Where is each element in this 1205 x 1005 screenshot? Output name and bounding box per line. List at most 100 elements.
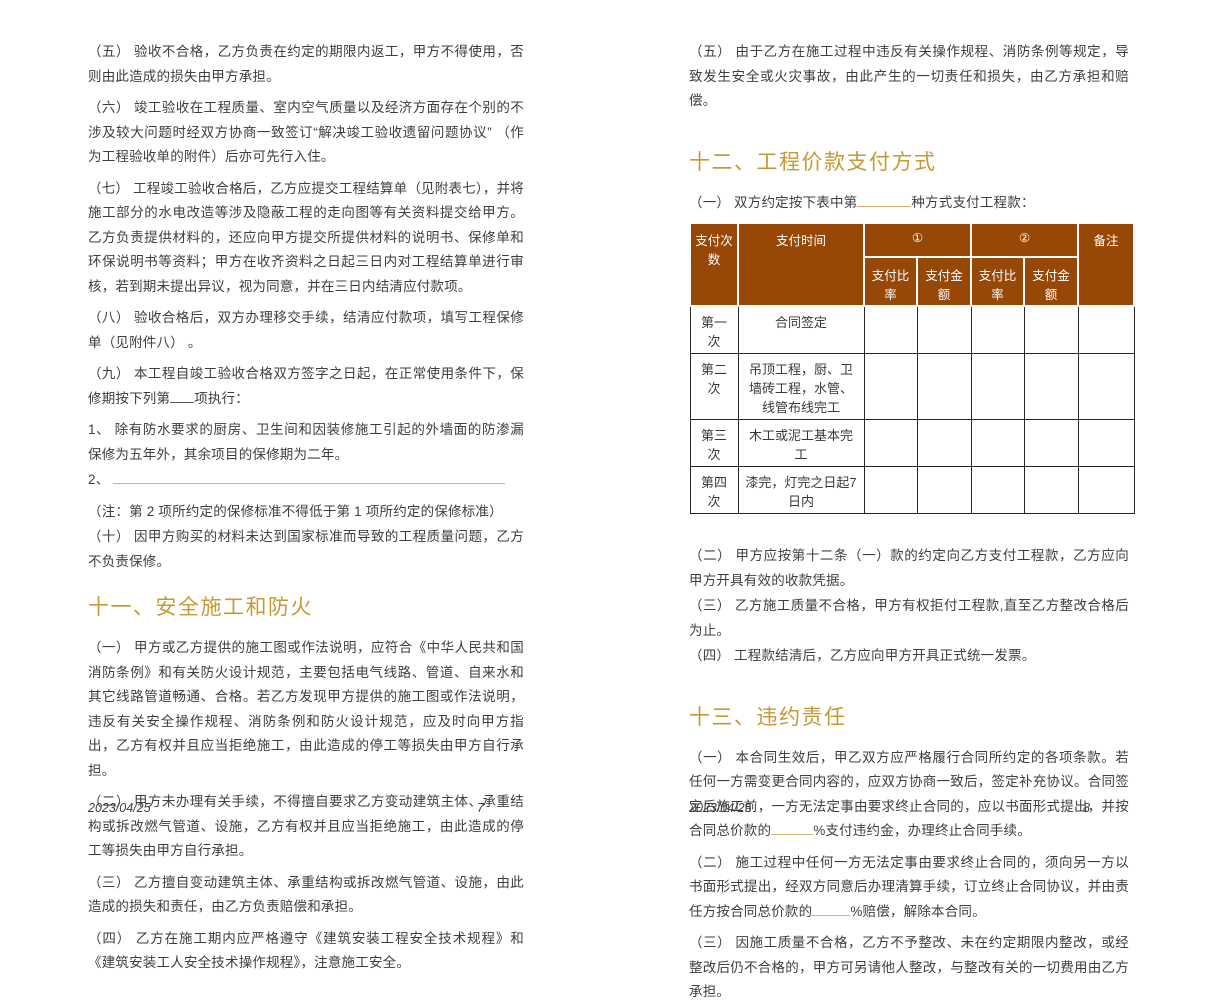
contract-paragraph: （三） 乙方施工质量不合格，甲方有权拒付工程款,直至乙方整改合格后为止。 [689, 594, 1129, 643]
cell-payment-time: 木工或泥工基本完工 [737, 419, 865, 467]
cell-empty-value [863, 419, 918, 467]
page-left-content: （五） 验收不合格，乙方负责在约定的期限内返工，甲方不得使用，否则由此造成的损失… [0, 0, 602, 976]
contract-paragraph: （七） 工程竣工验收合格后，乙方应提交工程结算单（见附表七），并将施工部分的水电… [88, 177, 524, 300]
section-heading: 十一、安全施工和防火 [88, 596, 313, 619]
contract-paragraph: （一） 双方约定按下表中第 种方式支付工程款： [689, 191, 1129, 216]
footer-date: 2023/04/25 [689, 801, 752, 815]
table-row: 第四次 漆完，灯完之日起7日内 [689, 466, 1135, 514]
cell-empty-value [863, 466, 918, 514]
contract-paragraph: 2、 [88, 468, 524, 493]
paragraph-text: （九） 本工程自竣工验收合格双方签字之日起，在正常使用条件下，保修期按下列第 [88, 366, 524, 406]
paragraph-text: （十） 因甲方购买的材料未达到国家标准而导致的工程质量问题，乙方不负责保修。 [88, 529, 524, 569]
table-row: 第一次 合同签定 [689, 305, 1135, 354]
contract-paragraph: （一） 甲方或乙方提供的施工图或作法说明，应符合《中华人民共和国消防条例》和有关… [88, 636, 524, 783]
paragraph-text: 1、 除有防水要求的厨房、卫生间和因装修施工引起的外墙面的防渗漏保修为五年外，其… [88, 422, 524, 462]
contract-paragraph: （四） 工程款结清后，乙方应向甲方开具正式统一发票。 [689, 644, 1129, 669]
paragraph-text: （三） 乙方擅自变动建筑主体、承重结构或拆改燃气管道、设施，由此造成的损失和责任… [88, 874, 524, 915]
paragraph-text: （五） 由于乙方在施工过程中违反有关操作规程、消防条例等规定，导致发生安全或火灾… [689, 44, 1129, 108]
cell-payment-seq: 第一次 [689, 305, 739, 354]
cell-empty-value [1077, 419, 1135, 467]
col-header-pay-rate-2: 支付比率 [970, 256, 1025, 307]
payment-schedule-table: 支付次数 支付时间 ① ② 备注 支付比率 支付金额 支付比率 支付金额 第一次 合同签定 第二次 吊顶… [689, 222, 1135, 514]
payment-table: 支付次数 支付时间 ① ② 备注 支付比率 支付金额 支付比率 支付金额 第一次 合同签定 第二次 吊顶… [689, 222, 1135, 514]
paragraph-text: （一） 甲方或乙方提供的施工图或作法说明，应符合《中华人民共和国消防条例》和有关… [88, 640, 524, 778]
contract-paragraph: （二） 甲方应按第十二条（一）款的约定向乙方支付工程款，乙方应向甲方开具有效的收… [689, 544, 1129, 593]
paragraph-text: 2、 [88, 472, 114, 487]
section-heading: 十二、工程价款支付方式 [689, 150, 937, 174]
paragraph-text: （五） 验收不合格，乙方负责在约定的期限内返工，甲方不得使用，否则由此造成的损失… [88, 44, 524, 84]
cell-payment-seq: 第四次 [689, 466, 739, 514]
contract-paragraph: （注：第 2 项所约定的保修标准不得低于第 1 项所约定的保修标准） [88, 500, 524, 525]
cell-empty-value [1023, 305, 1079, 354]
cell-empty-value [1023, 466, 1079, 514]
cell-empty-value [916, 466, 972, 514]
cell-empty-value [863, 305, 918, 354]
cell-empty-value [970, 419, 1025, 467]
paragraph-text: （一） 双方约定按下表中第 [689, 194, 858, 210]
cell-empty-value [970, 353, 1025, 420]
contract-paragraph: （三） 因施工质量不合格，乙方不予整改、未在约定期限内整改，或经整改后仍不合格的… [689, 931, 1129, 1005]
cell-empty-value [1023, 419, 1079, 467]
cell-empty-value [1077, 353, 1135, 420]
paragraph-text: （三） 因施工质量不合格，乙方不予整改、未在约定期限内整改，或经整改后仍不合格的… [689, 935, 1129, 999]
contract-paragraph: （六） 竣工验收在工程质量、室内空气质量以及经济方面存在个别的不涉及较大问题时经… [88, 96, 524, 170]
paragraph-text: 项执行： [194, 390, 250, 406]
footer-date: 2023/04/25 [88, 801, 151, 815]
paragraph-text: （一） 本合同生效后，甲乙双方应严格履行合同所约定的各项条款。若任何一方需变更合… [689, 749, 1129, 839]
contract-page-right: （五） 由于乙方在施工过程中违反有关操作规程、消防条例等规定，导致发生安全或火灾… [603, 0, 1205, 999]
col-group-option-1: ① [863, 222, 972, 258]
cell-empty-value [916, 353, 972, 420]
fill-in-blank [857, 193, 912, 207]
cell-payment-seq: 第二次 [689, 353, 739, 420]
contract-paragraph: 1、 除有防水要求的厨房、卫生间和因装修施工引起的外墙面的防渗漏保修为五年外，其… [88, 418, 524, 467]
paragraph-text: %支付违约金，办理终止合同手续。 [813, 823, 1031, 838]
cell-payment-time: 吊顶工程，厨、卫墙砖工程，水管、线管布线完工 [737, 353, 865, 420]
contract-page-left: （五） 验收不合格，乙方负责在约定的期限内返工，甲方不得使用，否则由此造成的损失… [0, 0, 602, 970]
cell-payment-seq: 第三次 [689, 419, 739, 467]
page-left-footer: 2023/04/25 7 [0, 801, 602, 815]
cell-empty-value [970, 466, 1025, 514]
contract-paragraph: （三） 乙方擅自变动建筑主体、承重结构或拆改燃气管道、设施，由此造成的损失和责任… [88, 871, 524, 920]
paragraph-text: %赔偿，解除本合同。 [850, 903, 986, 919]
contract-paragraph: （二） 施工过程中任何一方无法定事由要求终止合同的，须向另一方以书面形式提出，经… [689, 851, 1129, 925]
cell-empty-value [863, 353, 918, 420]
contract-paragraph: （一） 本合同生效后，甲乙双方应严格履行合同所约定的各项条款。若任何一方需变更合… [689, 746, 1129, 844]
col-header-payment-time: 支付时间 [737, 222, 865, 307]
contract-paragraph: （五） 验收不合格，乙方负责在约定的期限内返工，甲方不得使用，否则由此造成的损失… [88, 40, 524, 89]
paragraph-text: （三） 乙方施工质量不合格，甲方有权拒付工程款,直至乙方整改合格后为止。 [689, 598, 1129, 638]
col-header-pay-amount-2: 支付金额 [1023, 256, 1079, 307]
col-header-pay-rate-1: 支付比率 [863, 256, 918, 307]
cell-payment-time: 合同签定 [737, 305, 865, 354]
col-group-option-2: ② [970, 222, 1079, 258]
fill-in-blank [812, 902, 851, 916]
cell-empty-value [916, 305, 972, 354]
paragraph-text: （四） 乙方在施工期内应严格遵守《建筑安装工程安全技术规程》和《建筑安装工人安全… [88, 930, 524, 971]
cell-empty-value [970, 305, 1025, 354]
cell-empty-value [916, 419, 972, 467]
paragraph-text: （六） 竣工验收在工程质量、室内空气质量以及经济方面存在个别的不涉及较大问题时经… [88, 100, 524, 164]
contract-paragraph: （十） 因甲方购买的材料未达到国家标准而导致的工程质量问题，乙方不负责保修。 [88, 525, 524, 574]
col-header-pay-amount-1: 支付金额 [916, 256, 972, 307]
table-row: 第二次 吊顶工程，厨、卫墙砖工程，水管、线管布线完工 [689, 353, 1135, 420]
footer-page-number: 8 [1083, 801, 1090, 815]
cell-empty-value [1077, 305, 1135, 354]
fill-in-blank [771, 821, 814, 835]
paragraph-text: （二） 甲方应按第十二条（一）款的约定向乙方支付工程款，乙方应向甲方开具有效的收… [689, 548, 1129, 588]
col-header-payment-count: 支付次数 [689, 222, 739, 307]
page-right-content: （五） 由于乙方在施工过程中违反有关操作规程、消防条例等规定，导致发生安全或火灾… [603, 0, 1205, 1005]
contract-paragraph: （四） 乙方在施工期内应严格遵守《建筑安装工程安全技术规程》和《建筑安装工人安全… [88, 927, 524, 976]
paragraph-text: （四） 工程款结清后，乙方应向甲方开具正式统一发票。 [689, 648, 1036, 663]
cell-payment-time: 漆完，灯完之日起7日内 [737, 466, 865, 514]
paragraph-text: （七） 工程竣工验收合格后，乙方应提交工程结算单（见附表七），并将施工部分的水电… [88, 180, 524, 294]
cell-empty-value [1077, 466, 1135, 514]
section-heading: 十三、违约责任 [689, 705, 847, 729]
table-row: 第三次 木工或泥工基本完工 [689, 419, 1135, 467]
paragraph-text: （注：第 2 项所约定的保修标准不得低于第 1 项所约定的保修标准） [88, 503, 503, 519]
fill-in-blank [170, 389, 195, 403]
contract-paragraph: （五） 由于乙方在施工过程中违反有关操作规程、消防条例等规定，导致发生安全或火灾… [689, 40, 1129, 114]
cell-empty-value [1023, 353, 1079, 420]
col-header-remark: 备注 [1077, 222, 1135, 307]
contract-paragraph: （九） 本工程自竣工验收合格双方签字之日起，在正常使用条件下，保修期按下列第 项执… [88, 362, 524, 411]
contract-paragraph: （八） 验收合格后，双方办理移交手续，结清应付款项，填写工程保修单（见附件八） … [88, 306, 524, 355]
paragraph-text: 种方式支付工程款： [911, 194, 1035, 210]
